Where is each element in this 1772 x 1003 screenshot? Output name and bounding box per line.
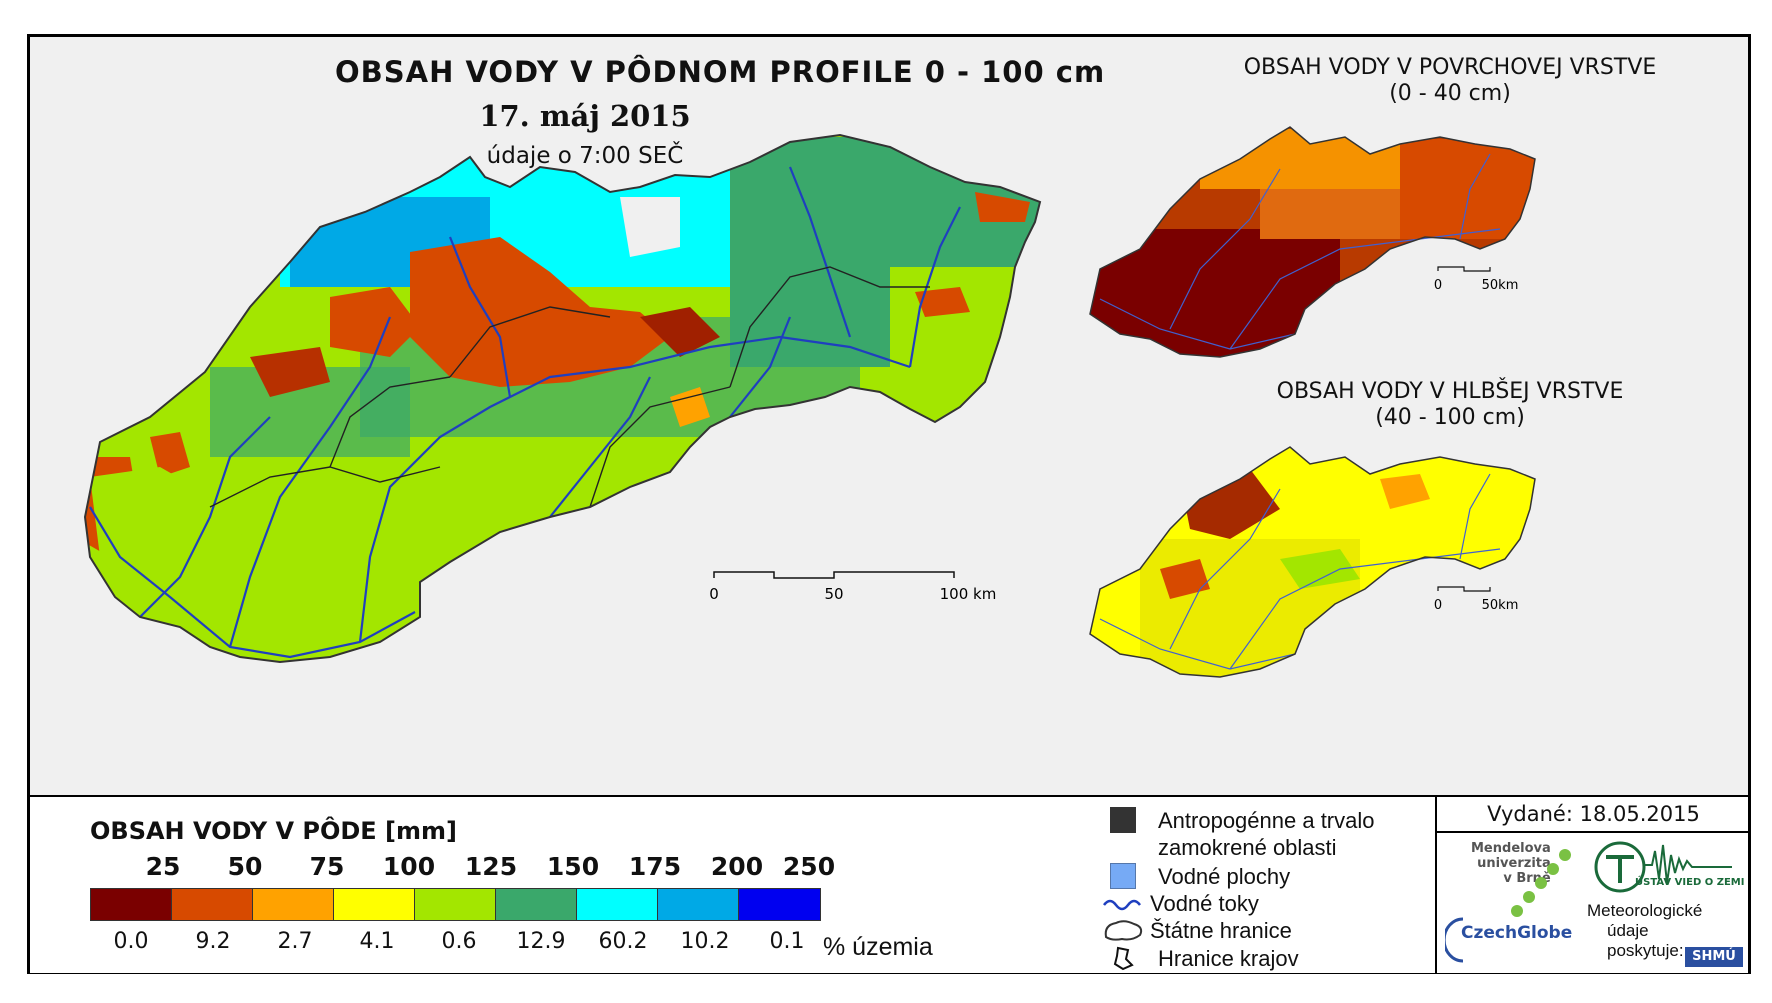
legend-swatch [91, 889, 172, 920]
mendel-text: univerzita [1477, 856, 1551, 871]
legend-break: 250 [782, 852, 836, 881]
legend-percent: 4.1 [359, 929, 395, 954]
state-border-icon [1104, 920, 1143, 941]
legend-percent-unit: % územia [823, 933, 933, 961]
issued-date: Vydané: 18.05.2015 [1437, 797, 1750, 833]
meteo-credit: Meteorologické údaje poskytuje: [1587, 901, 1702, 961]
legend-break: 50 [227, 852, 263, 881]
legend-swatch [658, 889, 739, 920]
legend-swatch [496, 889, 577, 920]
scale-label: 0 [1434, 598, 1442, 613]
mendel-text: Mendelova [1471, 841, 1551, 856]
legend-break: 75 [309, 852, 345, 881]
state-borders-label: Štátne hranice [1150, 918, 1292, 943]
scale-label: 0 [1434, 278, 1442, 293]
legend-break: 100 [382, 852, 436, 881]
legend-panel: OBSAH VODY V PÔDE [mm] 25 50 75 100 125 … [30, 795, 1750, 973]
scale-bar-small [1437, 586, 1491, 592]
scale-label: 50 [824, 585, 843, 603]
legend-percent: 10.2 [680, 929, 730, 954]
uvz-logo: ÚSTAV VIED O ZEMI [1635, 877, 1745, 888]
legend-percent: 0.6 [441, 929, 477, 954]
scale-bar-small [1437, 266, 1491, 272]
legend-swatch [253, 889, 334, 920]
legend-percent: 12.9 [516, 929, 566, 954]
main-date: 17. máj 2015 [479, 99, 691, 133]
symbol-legend: Antropogénne a trvalo zamokrené oblasti … [1103, 797, 1450, 973]
water-bodies-swatch [1110, 863, 1136, 889]
scale-label: 100 km [940, 585, 997, 603]
river-icon [1103, 899, 1141, 911]
deep-map-depth: (40 - 100 cm) [1375, 405, 1525, 430]
czechglobe-arc-icon [1445, 917, 1464, 963]
legend-swatch [739, 889, 820, 920]
anthropogenic-label: zamokrené oblasti [1158, 835, 1337, 860]
shmu-logo: SHMÚ [1685, 947, 1743, 967]
legend-break: 25 [145, 852, 181, 881]
main-time: údaje o 7:00 SEČ [486, 143, 684, 169]
main-map[interactable]: 0 50 100 km [30, 37, 1130, 795]
scale-label: 0 [709, 585, 719, 603]
issued-panel: Vydané: 18.05.2015 Mendelova univerzita … [1435, 797, 1750, 973]
legend-break: 200 [710, 852, 764, 881]
legend-swatch [577, 889, 658, 920]
legend-swatch [172, 889, 253, 920]
anthropogenic-swatch [1110, 807, 1136, 833]
legend-swatch [415, 889, 496, 920]
legend-title: OBSAH VODY V PÔDE [mm] [90, 817, 458, 845]
mendel-dots-icon [1511, 849, 1571, 917]
scale-label: 50km [1482, 278, 1519, 293]
map-area: OBSAH VODY V PÔDNOM PROFILE 0 - 100 cm 1… [30, 37, 1748, 795]
region-border-icon [1113, 946, 1134, 971]
anthropogenic-label: Antropogénne a trvalo [1158, 808, 1375, 833]
meteo-text: poskytuje: [1607, 941, 1684, 960]
deep-map[interactable]: 0 50km [1080, 419, 1550, 689]
uvz-logo-icon [1594, 841, 1732, 893]
surface-map-depth: (0 - 40 cm) [1389, 81, 1511, 106]
legend-percent: 9.2 [195, 929, 231, 954]
legend-color-bar [90, 888, 821, 921]
meteo-text: Meteorologické [1587, 901, 1703, 920]
legend-break: 175 [628, 852, 682, 881]
region-borders-label: Hranice krajov [1158, 946, 1299, 971]
surface-map[interactable]: 0 50km [1080, 99, 1550, 369]
legend-swatch [334, 889, 415, 920]
scale-bar-main [713, 571, 955, 579]
legend-break: 125 [464, 852, 518, 881]
surface-map-title: OBSAH VODY V POVRCHOVEJ VRSTVE [1243, 55, 1657, 80]
legend-percent: 0.0 [113, 929, 149, 954]
meteo-text: údaje [1607, 921, 1649, 940]
water-bodies-label: Vodné plochy [1158, 864, 1291, 889]
legend-percent: 0.1 [769, 929, 805, 954]
czechglobe-logo: CzechGlobe [1461, 923, 1573, 943]
deep-map-title: OBSAH VODY V HLBŠEJ VRSTVE [1276, 379, 1624, 404]
scale-label: 50km [1482, 598, 1519, 613]
map-frame: OBSAH VODY V PÔDNOM PROFILE 0 - 100 cm 1… [27, 34, 1751, 974]
legend-percent: 60.2 [598, 929, 648, 954]
legend-break: 150 [546, 852, 600, 881]
mendel-logo: Mendelova univerzita v Brně [1471, 841, 1551, 886]
legend-percent: 2.7 [277, 929, 313, 954]
rivers-label: Vodné toky [1150, 891, 1259, 916]
